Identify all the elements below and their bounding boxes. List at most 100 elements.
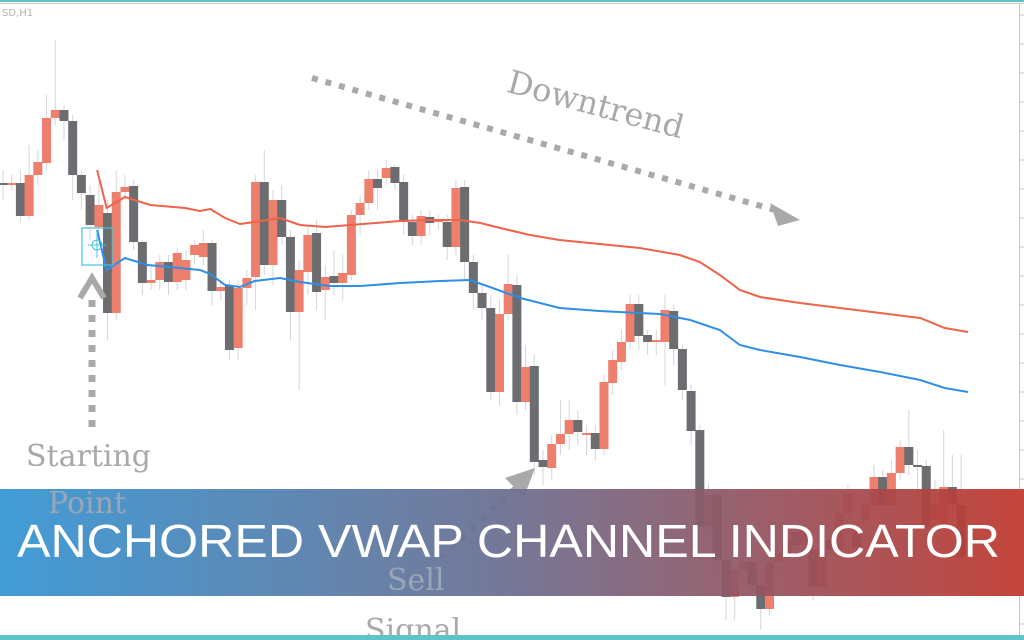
- candle: [163, 255, 173, 295]
- candle: [512, 275, 522, 415]
- candle: [686, 385, 696, 445]
- candle: [521, 345, 531, 410]
- starting-label-2: Point: [48, 486, 126, 521]
- candle: [538, 450, 548, 485]
- candle: [259, 150, 269, 275]
- candle: [329, 250, 339, 295]
- bullish-candle-body: [190, 245, 200, 255]
- candle: [669, 305, 679, 365]
- bullish-candle-body: [251, 182, 261, 277]
- bearish-candle-body: [538, 460, 548, 467]
- candle: [425, 210, 435, 235]
- candle: [442, 215, 452, 260]
- bearish-candle-body: [529, 366, 539, 462]
- candle: [312, 220, 322, 310]
- bearish-candle-body: [468, 262, 478, 293]
- starting-label-1: Starting: [26, 439, 151, 474]
- bullish-candle-body: [146, 280, 156, 283]
- bearish-candle-body: [460, 187, 470, 262]
- candle: [190, 240, 200, 265]
- candle: [373, 170, 383, 210]
- candle: [120, 175, 130, 200]
- candle: [68, 115, 78, 200]
- bearish-candle-body: [224, 286, 234, 350]
- candle: [895, 440, 905, 480]
- bullish-candle-body: [346, 215, 356, 275]
- candle: [355, 195, 365, 235]
- candle: [529, 355, 539, 475]
- bearish-candle-body: [407, 222, 417, 236]
- bearish-candle-body: [59, 110, 69, 121]
- symbol-timeframe-label: SD,H1: [2, 8, 34, 19]
- bullish-candle-body: [555, 434, 565, 444]
- candle: [85, 185, 95, 240]
- bullish-candle-body: [94, 205, 104, 227]
- bullish-candle-body: [625, 304, 635, 342]
- candle: [33, 150, 43, 185]
- candle: [24, 145, 34, 220]
- up-arrow-icon: [77, 272, 107, 300]
- candle: [468, 255, 478, 310]
- bearish-candle-body: [486, 308, 496, 392]
- candle: [582, 425, 592, 455]
- bearish-candle-body: [634, 304, 644, 336]
- bearish-candle-body: [15, 183, 25, 216]
- candle: [660, 295, 670, 385]
- candle: [76, 170, 86, 210]
- bottom-frame-line: [0, 635, 1024, 640]
- bullish-candle-body: [233, 288, 243, 348]
- candle: [42, 95, 52, 170]
- bullish-candle-body: [582, 433, 592, 435]
- anchor-point-marker[interactable]: [81, 227, 114, 266]
- bullish-candle-body: [111, 192, 121, 313]
- bullish-candle-body: [216, 287, 226, 291]
- bearish-candle-body: [686, 391, 696, 431]
- bearish-candle-body: [695, 430, 705, 527]
- downtrend-arrow-head-icon: [770, 203, 800, 226]
- bearish-candle-body: [0, 183, 8, 185]
- bearish-candle-body: [68, 121, 78, 175]
- candle: [390, 165, 400, 190]
- candle: [477, 285, 487, 320]
- bearish-candle-body: [913, 465, 923, 467]
- candle: [285, 230, 295, 340]
- candle: [7, 175, 17, 190]
- candle: [242, 270, 252, 305]
- candle: [268, 190, 278, 285]
- candle: [634, 295, 644, 350]
- candle: [643, 330, 653, 355]
- candle: [111, 170, 121, 320]
- bullish-candle-body: [33, 162, 43, 175]
- bullish-candle-body: [564, 420, 574, 434]
- candle: [155, 255, 165, 290]
- candle: [224, 280, 234, 360]
- candle: [59, 105, 69, 140]
- candle: [0, 170, 8, 200]
- candle: [486, 295, 496, 400]
- bullish-candle-body: [660, 310, 670, 342]
- candle: [599, 375, 609, 455]
- candle: [460, 180, 470, 280]
- bearish-candle-body: [163, 262, 173, 282]
- bullish-candle-body: [599, 382, 609, 449]
- bearish-candle-body: [512, 285, 522, 402]
- bullish-candle-body: [616, 342, 626, 362]
- candle: [451, 180, 461, 255]
- bullish-candle-body: [42, 118, 52, 163]
- bullish-candle-body: [608, 360, 618, 383]
- downtrend-label: Downtrend: [503, 63, 688, 147]
- bearish-candle-body: [129, 186, 139, 242]
- bullish-candle-body: [242, 278, 252, 288]
- vwap-bands: [96, 169, 969, 393]
- candle: [198, 230, 208, 265]
- bearish-candle-body: [573, 420, 583, 432]
- candle: [381, 160, 391, 185]
- candle: [677, 345, 687, 400]
- bearish-candle-body: [207, 243, 217, 291]
- bearish-candle-body: [590, 433, 600, 449]
- bullish-candle-body: [294, 270, 304, 312]
- sell-label-1: Sell: [387, 563, 445, 598]
- candle: [573, 410, 583, 445]
- bullish-candle-body: [355, 203, 365, 215]
